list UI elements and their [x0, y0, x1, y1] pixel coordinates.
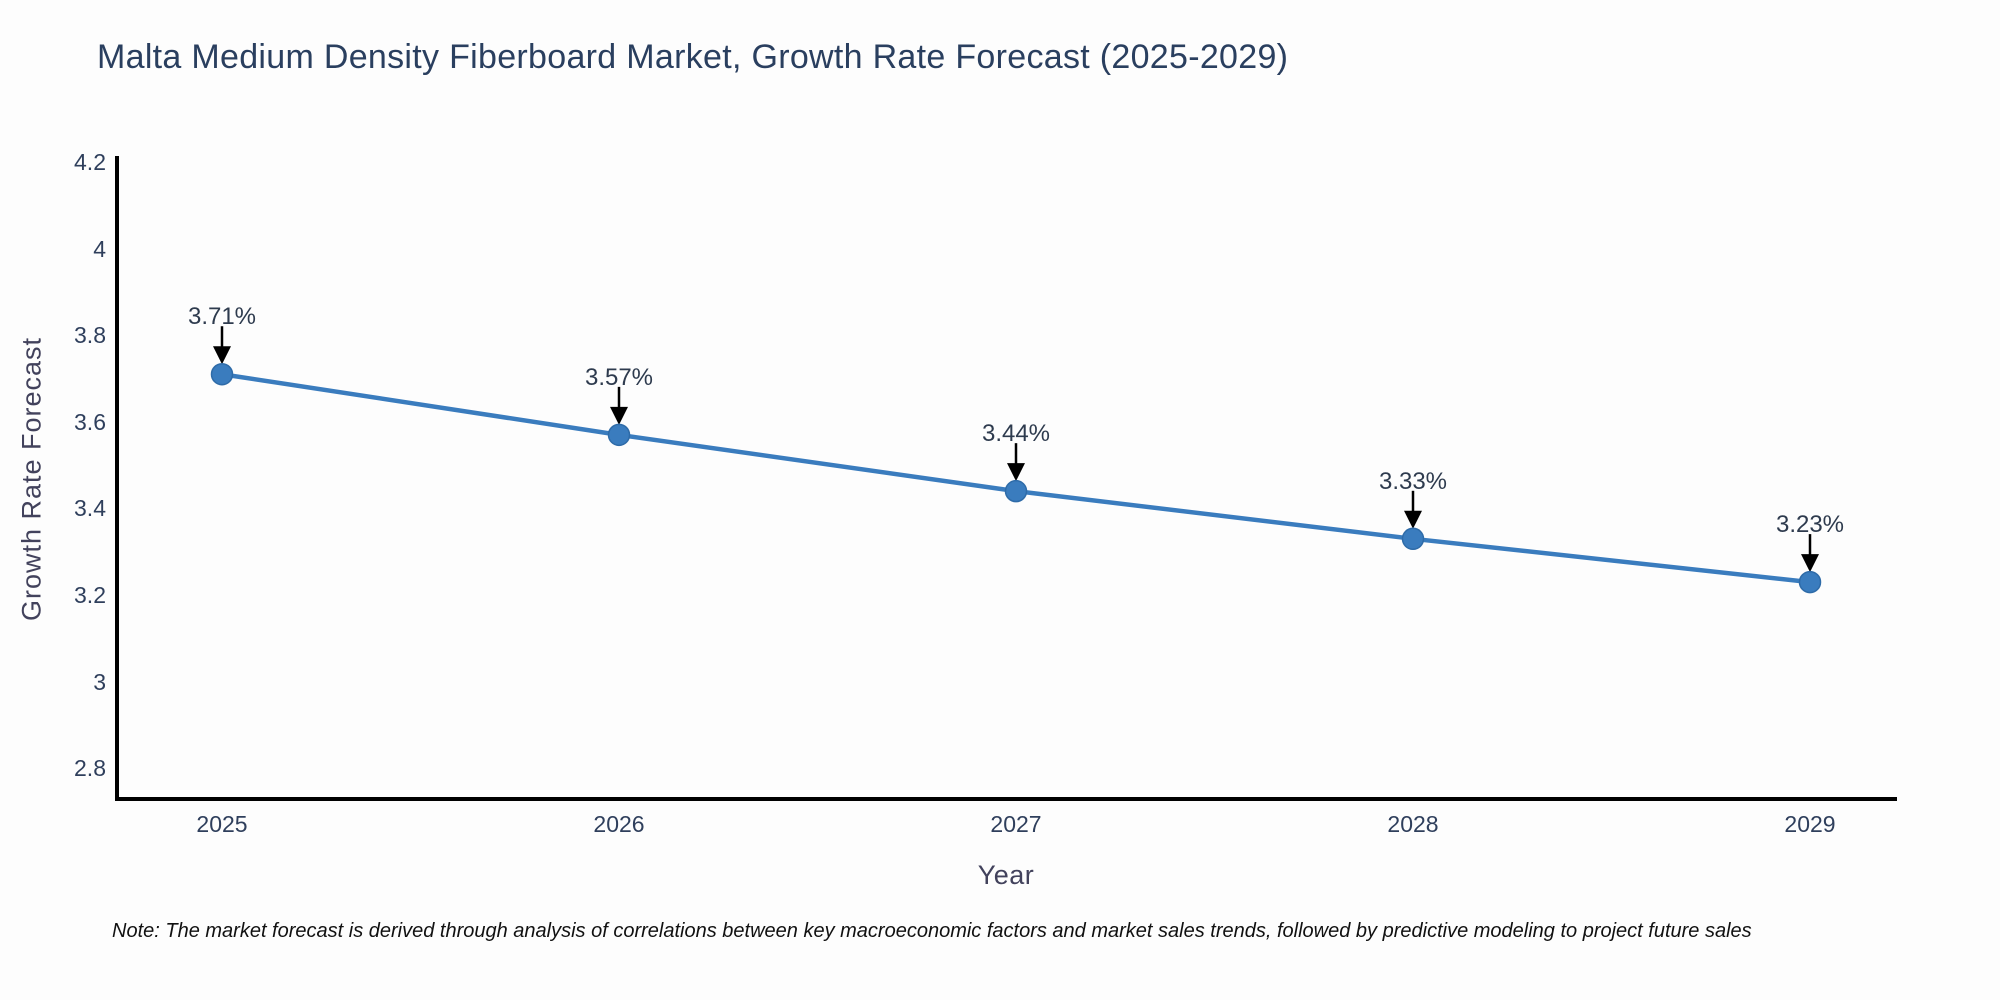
annotation-arrowhead-icon	[213, 346, 231, 365]
annotation-arrowhead-icon	[1801, 554, 1819, 573]
data-point-value-label: 3.44%	[981, 420, 1051, 448]
annotation-arrowhead-icon	[1007, 463, 1025, 482]
data-point-marker[interactable]	[607, 423, 631, 447]
annotation-arrowhead-icon	[1404, 510, 1422, 529]
data-point-marker[interactable]	[1798, 570, 1822, 594]
y-tick-label: 3	[93, 668, 106, 695]
x-tick-label: 2025	[196, 811, 248, 837]
data-point-value-label: 3.71%	[187, 303, 257, 331]
data-point-value-label: 3.33%	[1378, 467, 1448, 495]
footnote: Note: The market forecast is derived thr…	[112, 920, 1752, 942]
y-tick-label: 3.8	[74, 322, 106, 349]
x-tick-label: 2027	[990, 811, 1042, 837]
annotation-arrowhead-icon	[610, 406, 628, 425]
y-tick-label: 3.4	[74, 495, 106, 522]
chart-title: Malta Medium Density Fiberboard Market, …	[97, 38, 1289, 76]
data-point-marker[interactable]	[1004, 479, 1028, 503]
y-tick-label: 4	[93, 235, 106, 262]
y-tick-label: 3.2	[74, 582, 106, 609]
x-tick-label: 2029	[1784, 811, 1836, 837]
x-axis-line	[115, 797, 1897, 801]
y-tick-label: 3.6	[74, 408, 106, 435]
y-tick-label: 2.8	[74, 755, 106, 782]
x-tick-label: 2028	[1387, 811, 1439, 837]
x-tick-label: 2026	[593, 811, 645, 837]
x-axis-title: Year	[977, 860, 1035, 890]
data-point-value-label: 3.23%	[1775, 511, 1845, 539]
data-point-marker[interactable]	[210, 362, 234, 386]
y-tick-label: 4.2	[74, 149, 106, 175]
data-point-marker[interactable]	[1401, 527, 1425, 551]
y-axis-line	[115, 156, 119, 801]
data-point-value-label: 3.57%	[584, 363, 654, 391]
